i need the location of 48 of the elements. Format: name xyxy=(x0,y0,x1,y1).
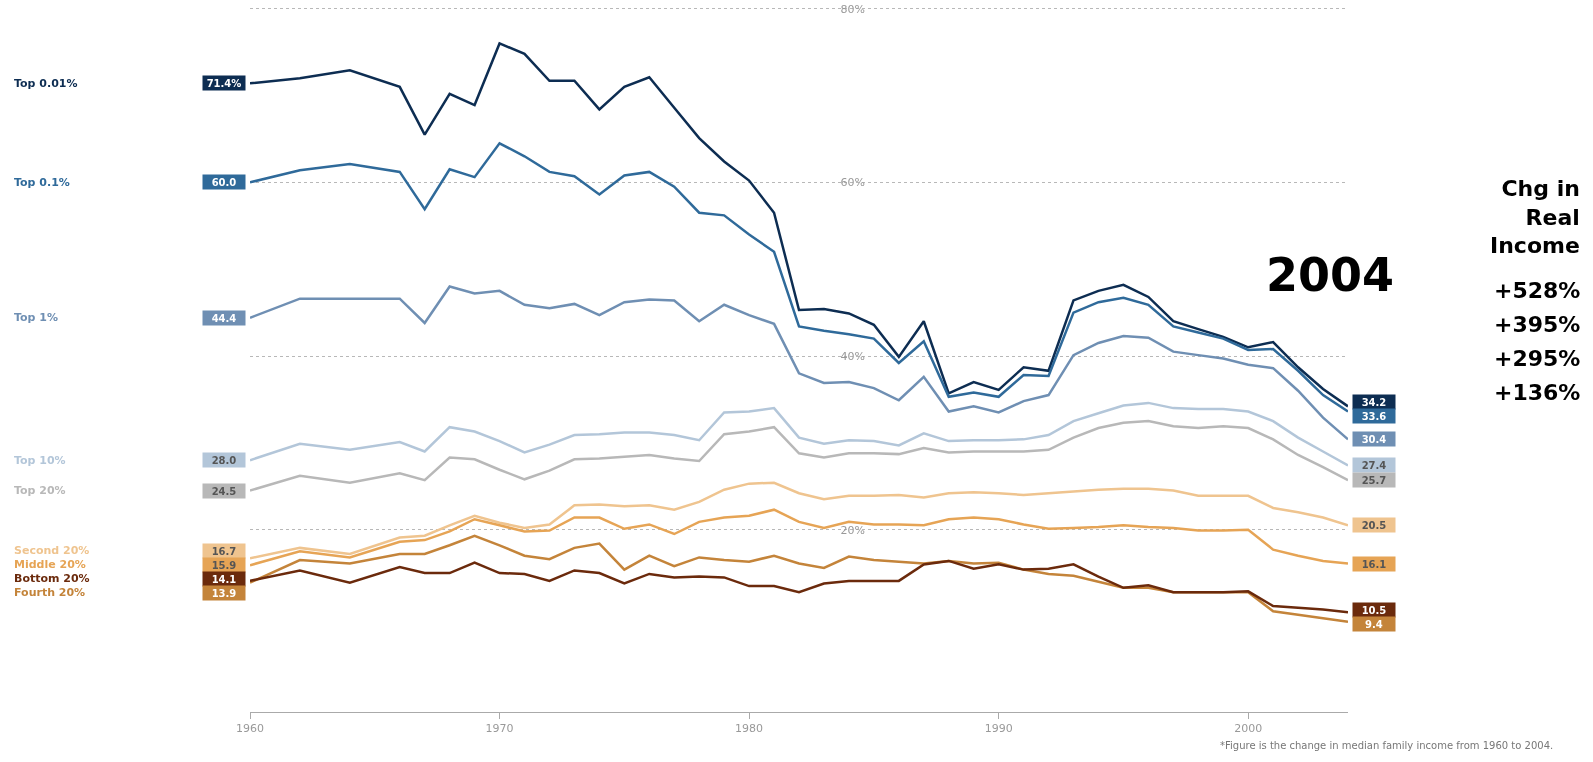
data-label: 33.6 xyxy=(1361,410,1387,422)
data-label: 10.5 xyxy=(1361,604,1387,616)
annotation: 2004 xyxy=(1266,248,1395,302)
line-series xyxy=(250,419,1348,492)
text: Top 1% xyxy=(14,311,58,324)
line-series xyxy=(250,508,1348,567)
text: +295% xyxy=(1494,346,1581,371)
text: Second 20% xyxy=(14,544,90,557)
y-tick-label: 80% xyxy=(840,2,865,16)
y-tick-label: 40% xyxy=(840,349,865,363)
data-label: 28.0 xyxy=(211,454,237,466)
x-tick-label: 2000 xyxy=(1234,722,1263,736)
text: *Figure is the change in median family income from 1960 to 2004. xyxy=(1220,740,1554,751)
data-label: 44.4 xyxy=(211,312,237,324)
text: +136% xyxy=(1494,380,1581,405)
data-label: 30.4 xyxy=(1361,433,1387,445)
data-label: 14.1 xyxy=(211,573,237,585)
data-label: 34.2 xyxy=(1361,396,1387,408)
y-tick-label: 20% xyxy=(840,523,865,537)
text: Top 10% xyxy=(14,454,66,467)
text: +395% xyxy=(1494,312,1581,337)
line-series xyxy=(250,481,1348,560)
y-tick-label: 60% xyxy=(840,176,865,190)
x-tick-label: 1980 xyxy=(735,722,764,736)
text: Bottom 20% xyxy=(14,572,90,585)
x-tick-label: 1960 xyxy=(236,722,264,736)
data-label: 71.4% xyxy=(206,77,242,89)
text: +528% xyxy=(1494,278,1581,303)
data-label: 25.7 xyxy=(1361,474,1387,486)
text: Fourth 20% xyxy=(14,586,86,599)
data-label: 24.5 xyxy=(211,485,237,497)
line-series xyxy=(250,559,1348,614)
data-label: 15.9 xyxy=(211,559,237,571)
text: Top 20% xyxy=(14,484,66,497)
x-tick-label: 1970 xyxy=(485,722,514,736)
data-label: 16.1 xyxy=(1361,558,1387,570)
text: Middle 20% xyxy=(14,558,86,571)
data-label: 16.7 xyxy=(211,545,237,557)
data-label: 9.4 xyxy=(1365,618,1383,630)
data-label: 27.4 xyxy=(1361,459,1387,471)
data-label: 13.9 xyxy=(211,587,237,599)
text: Chg in Real Income xyxy=(1490,176,1580,259)
x-tick-label: 1990 xyxy=(984,722,1013,736)
text: Top 0.01% xyxy=(14,77,78,90)
data-label: 20.5 xyxy=(1361,519,1387,531)
line-series xyxy=(250,401,1348,467)
data-label: 60.0 xyxy=(211,176,237,188)
text: Top 0.1% xyxy=(14,176,70,189)
